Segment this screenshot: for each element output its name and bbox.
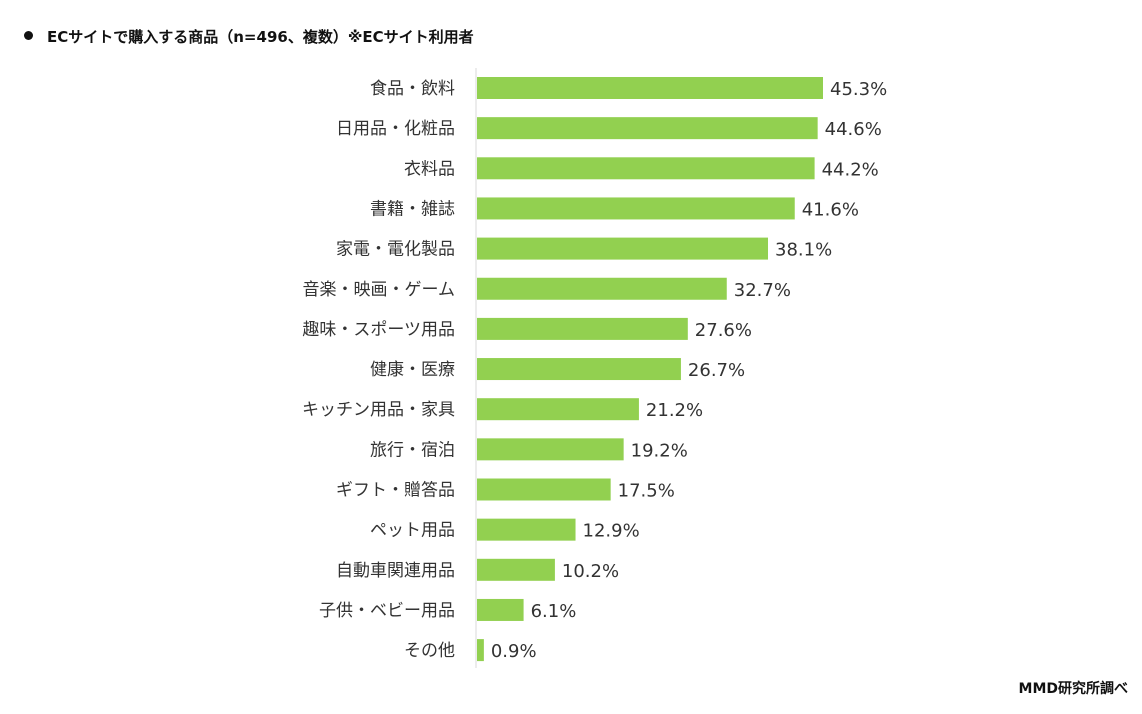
category-label: 食品・飲料 [370,79,455,99]
bar [477,558,555,581]
data-label: 12.9% [583,521,640,542]
data-label: 45.3% [830,79,887,100]
data-label: 21.2% [646,400,703,421]
data-label: 38.1% [775,240,832,261]
bar [477,237,769,260]
bullet-icon [24,31,33,40]
bar [477,277,727,300]
category-label: ギフト・贈答品 [336,481,455,501]
data-label: 19.2% [631,440,688,461]
category-label: ペット用品 [370,521,455,541]
data-label: 44.6% [825,119,882,140]
category-label: 音楽・映画・ゲーム [303,280,456,300]
data-label: 0.9% [491,641,537,662]
data-label: 27.6% [695,320,752,341]
data-label: 6.1% [531,601,577,622]
category-label: 日用品・化粧品 [336,119,455,139]
category-label: その他 [404,641,455,661]
source-note: MMD研究所調べ [1018,681,1128,697]
bar [477,398,639,421]
category-label: 趣味・スポーツ用品 [302,320,455,340]
chart-title: ECサイトで購入する商品（n=496、複数）※ECサイト利用者 [24,26,474,47]
category-label: 衣料品 [404,159,455,179]
bar [477,197,795,220]
bar [477,438,624,461]
bar [477,358,681,381]
data-label: 26.7% [688,360,745,381]
bar [477,639,484,662]
bar [477,317,688,340]
category-label: 子供・ベビー用品 [319,601,455,621]
data-label: 10.2% [562,561,619,582]
bar [477,117,818,140]
data-label: 17.5% [618,481,675,502]
data-label: 44.2% [822,159,879,180]
bar [477,77,823,99]
chart-title-text: ECサイトで購入する商品（n=496、複数）※ECサイト利用者 [47,28,474,46]
data-label: 32.7% [734,280,791,301]
bar [477,518,576,541]
bar [477,157,815,180]
category-label: 書籍・雑誌 [370,199,455,219]
category-label: 家電・電化製品 [336,240,455,260]
category-label: キッチン用品・家具 [302,400,455,420]
bar [477,478,611,501]
category-label: 自動車関連用品 [336,561,455,581]
bar [477,598,524,621]
category-label: 健康・医療 [370,360,455,380]
data-label: 41.6% [802,199,859,220]
category-label: 旅行・宿泊 [370,440,455,460]
